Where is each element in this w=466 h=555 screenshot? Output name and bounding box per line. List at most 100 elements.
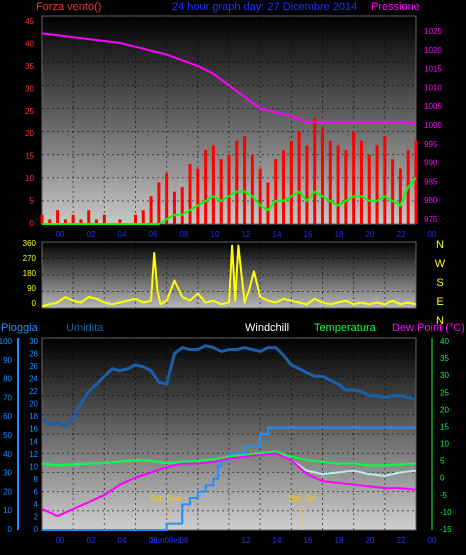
pressure-tick-label: 1010 <box>424 83 442 92</box>
gust-line <box>42 177 417 225</box>
hour-tick-label: 06 <box>149 536 158 545</box>
dewpoint-legend: Dew Point (°C) <box>392 322 465 334</box>
pressure-tick-label: 980 <box>424 196 438 205</box>
humidity-legend: Umidita <box>66 322 104 334</box>
humidity-tick-label: 20 <box>3 487 12 496</box>
humidity-tick-label: 60 <box>3 412 12 421</box>
compass-label: N <box>436 239 444 251</box>
humidity-tick-label: 90 <box>3 356 12 365</box>
pressure-tick-label: 1025 <box>424 27 442 36</box>
hour-tick-label: 12 <box>242 230 251 239</box>
humidity-tick-label: 0 <box>8 525 13 534</box>
humidity-tick-label: 30 <box>3 469 12 478</box>
wind-tick-label: 5 <box>30 197 35 206</box>
rain-tick-label: 14 <box>29 437 38 446</box>
sunrise-time-label: Sun08ec <box>150 536 182 545</box>
temperature-tick-label: 35 <box>440 354 449 363</box>
rain-tick-label: 28 <box>29 350 38 359</box>
compass-label: N <box>436 315 444 327</box>
temperature-tick-label: -10 <box>440 508 452 517</box>
temperature-tick-label: 10 <box>440 440 449 449</box>
humidity-tick-label: 50 <box>3 431 12 440</box>
wind-tick-label: 0 <box>30 219 35 228</box>
graph-date-title: 24 hour graph day: 27 Dicembre 2014 <box>172 1 357 13</box>
temperature-tick-label: 0 <box>440 474 445 483</box>
hour-tick-label: 16 <box>304 230 313 239</box>
wind-tick-label: 45 <box>25 17 34 26</box>
hour-tick-label: 16 <box>304 536 313 545</box>
pressure-tick-label: 1005 <box>424 102 442 111</box>
hour-tick-label: 12 <box>242 536 251 545</box>
dewpoint-line <box>41 452 417 518</box>
rain-tick-label: 20 <box>29 400 38 409</box>
rain-tick-label: 10 <box>29 462 38 471</box>
temperature-tick-label: 15 <box>440 422 449 431</box>
compass-label: W <box>435 258 446 270</box>
rain-tick-label: 16 <box>29 425 38 434</box>
pressure-tick-label: 990 <box>424 159 438 168</box>
hour-tick-label: 14 <box>273 230 282 239</box>
rain-tick-label: 18 <box>29 412 38 421</box>
humidity-tick-label: 40 <box>3 450 12 459</box>
rain-tick-label: 12 <box>29 450 38 459</box>
temperature-tick-label: 20 <box>440 405 449 414</box>
rain-legend: Pioggia <box>1 322 39 334</box>
humidity-tick-label: 100 <box>0 337 13 346</box>
direction-tick-label: 180 <box>23 269 37 278</box>
rain-tick-label: 22 <box>29 387 38 396</box>
pressure-title: Pressione <box>371 1 420 13</box>
pressure-tick-label: 1020 <box>424 46 442 55</box>
temperature-tick-label: 5 <box>440 457 445 466</box>
hour-tick-label: 00 <box>428 230 437 239</box>
hour-tick-label: 00 <box>56 230 65 239</box>
rain-tick-label: 6 <box>34 487 39 496</box>
pressure-tick-label: 995 <box>424 140 438 149</box>
pressure-tick-label: 1000 <box>424 121 442 130</box>
rain-tick-label: 8 <box>34 475 39 484</box>
hour-tick-label: 02 <box>87 230 96 239</box>
temperature-tick-label: -5 <box>440 491 448 500</box>
wind-tick-label: 40 <box>25 39 34 48</box>
temperature-line <box>41 450 417 467</box>
hour-tick-label: 22 <box>397 536 406 545</box>
wind-tick-label: 35 <box>25 62 34 71</box>
sunrise-label: Sun Rise <box>150 494 183 503</box>
hour-tick-label: 02 <box>87 536 96 545</box>
hour-tick-label: 04 <box>118 230 127 239</box>
hour-tick-label: 22 <box>397 230 406 239</box>
rain-tick-label: 26 <box>29 362 38 371</box>
direction-tick-label: 0 <box>32 299 37 308</box>
direction-tick-label: 270 <box>23 254 37 263</box>
hour-tick-label: 14 <box>273 536 282 545</box>
rain-tick-label: 24 <box>29 375 38 384</box>
rain-tick-label: 2 <box>34 512 39 521</box>
temperature-tick-label: -15 <box>440 525 452 534</box>
humidity-tick-label: 80 <box>3 375 12 384</box>
wind-tick-label: 30 <box>25 84 34 93</box>
hour-tick-label: 10 <box>211 230 220 239</box>
temperature-tick-label: 25 <box>440 388 449 397</box>
compass-label: S <box>436 277 443 289</box>
hour-tick-label: 18 <box>335 230 344 239</box>
pressure-line <box>41 32 417 125</box>
hour-tick-label: 04 <box>118 536 127 545</box>
sunset-label: Sun Set <box>288 494 317 503</box>
humidity-line <box>41 344 417 428</box>
temperature-tick-label: 30 <box>440 371 449 380</box>
temperature-tick-label: 40 <box>440 337 449 346</box>
compass-label: E <box>436 296 443 308</box>
hour-tick-label: 08 <box>180 230 189 239</box>
pressure-tick-label: 1015 <box>424 65 442 74</box>
hour-tick-label: 06 <box>149 230 158 239</box>
wind-tick-label: 20 <box>25 129 34 138</box>
humidity-tick-label: 10 <box>3 506 12 515</box>
rain-tick-label: 30 <box>29 337 38 346</box>
hour-tick-label: 00 <box>56 536 65 545</box>
wind-tick-label: 10 <box>25 174 34 183</box>
rain-tick-label: 0 <box>34 525 39 534</box>
hour-tick-label: 00 <box>428 536 437 545</box>
hour-tick-label: 08 <box>180 536 189 545</box>
pressure-tick-label: 985 <box>424 177 438 186</box>
direction-tick-label: 90 <box>27 284 36 293</box>
